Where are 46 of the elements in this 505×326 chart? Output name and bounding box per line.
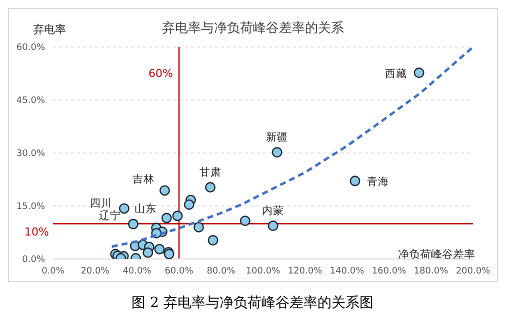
caption: 图 2 弃电率与净负荷峰谷差率的关系图 <box>130 294 374 312</box>
x-tick-label: 20.0% <box>80 266 110 276</box>
point <box>142 247 154 258</box>
point <box>272 147 282 158</box>
y-axis-title: 弃电率 <box>33 22 66 37</box>
point <box>128 218 138 230</box>
point <box>205 182 216 193</box>
point <box>118 203 130 214</box>
point <box>208 235 218 246</box>
annotation: 青海 <box>366 174 389 188</box>
y-tick-label: 60.0% <box>16 43 46 54</box>
annotation: 吉林 <box>132 172 155 186</box>
y-tick-label: 30.0% <box>16 149 46 160</box>
x-tick-label: 200.0% <box>456 266 491 276</box>
x-tick-label: 0.0% <box>42 266 65 276</box>
point <box>414 68 424 78</box>
annotation: 西藏 <box>385 66 408 80</box>
annotation: 甘肃 <box>199 165 222 178</box>
x-tick-label: 60.0% <box>164 266 194 276</box>
x-tick-label: 180.0% <box>414 266 449 276</box>
point <box>159 185 170 196</box>
point <box>172 210 183 222</box>
x-tick-label: 100.0% <box>246 266 281 276</box>
point <box>350 176 360 186</box>
ref-line-label: 60% <box>148 67 173 80</box>
point <box>154 244 165 254</box>
ref-line-label: 10% <box>24 226 49 239</box>
point <box>268 220 278 232</box>
y-tick-label: 15.0% <box>16 202 46 212</box>
point <box>184 199 194 210</box>
y-tick-label: 0.0% <box>22 255 46 266</box>
x-tick-label: 40.0% <box>122 266 152 276</box>
x-tick-label: 160.0% <box>372 266 407 276</box>
annotation: 内蒙 <box>262 204 284 217</box>
annotation: 四川 <box>90 196 112 210</box>
x-tick-label: 140.0% <box>330 266 365 276</box>
point <box>193 222 204 232</box>
x-tick-label: 80.0% <box>206 266 236 276</box>
chart-title: 弃电率与净负荷峰谷差率的关系 <box>162 21 344 36</box>
point <box>240 216 250 226</box>
x-tick-label: 120.0% <box>288 266 323 276</box>
point <box>161 212 172 224</box>
y-tick-label: 45.0% <box>16 96 46 106</box>
annotation: 辽宁 <box>99 209 122 222</box>
annotation: 山东 <box>134 202 157 216</box>
annotation: 新疆 <box>266 130 288 144</box>
